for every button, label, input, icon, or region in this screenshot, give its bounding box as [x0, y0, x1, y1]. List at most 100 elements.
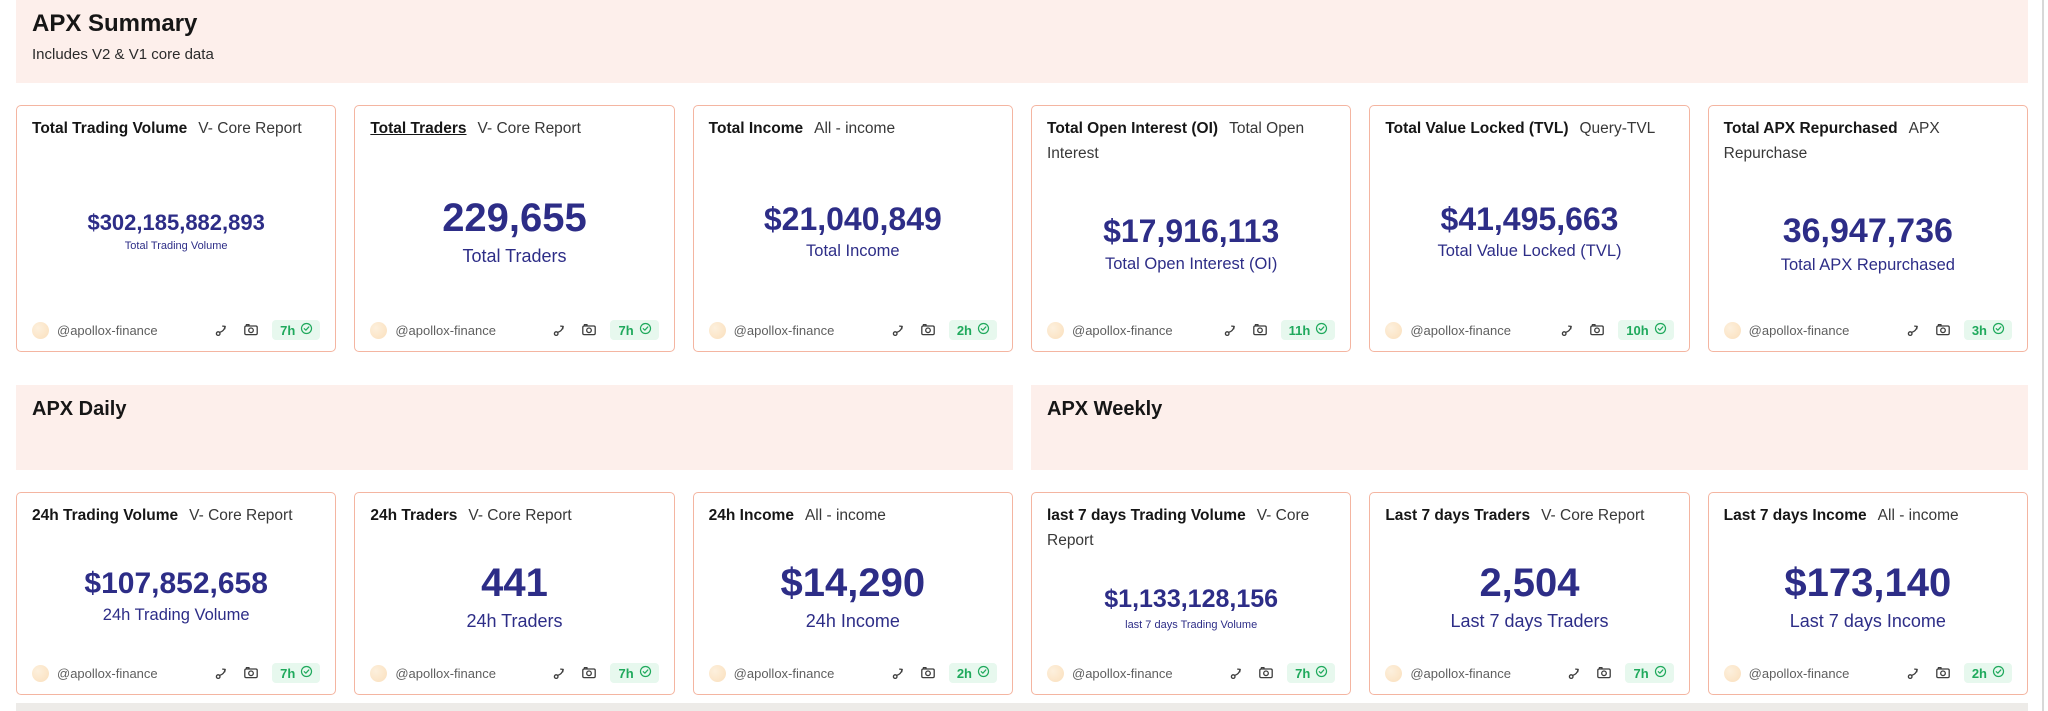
card-footer: @apollox-finance 7h — [370, 320, 659, 340]
card-title-link[interactable]: 24h Trading Volume — [32, 507, 179, 524]
camera-icon[interactable] — [581, 665, 597, 681]
avatar[interactable] — [370, 321, 388, 339]
fork-icon[interactable] — [1560, 322, 1576, 338]
card-subtitle-link[interactable]: All - income — [1877, 507, 1959, 524]
author-link[interactable]: @apollox-finance — [1410, 322, 1511, 338]
card-header: Last 7 days Traders V- Core Report — [1385, 504, 1673, 529]
refresh-age: 3h — [1971, 322, 1987, 338]
card-title-link[interactable]: Total APX Repurchased — [1723, 120, 1898, 137]
card-title-link[interactable]: Total Value Locked (TVL) — [1385, 120, 1569, 137]
card-title-link[interactable]: Last 7 days Traders — [1385, 507, 1531, 524]
avatar[interactable] — [708, 321, 726, 339]
page-subtitle: Includes V2 & V1 core data — [32, 46, 214, 63]
next-section-edge — [16, 703, 2028, 711]
author-link[interactable]: @apollox-finance — [733, 665, 835, 681]
fork-icon[interactable] — [552, 665, 568, 681]
metric-card: 24h Trading Volume V- Core Report $107,85… — [16, 492, 337, 695]
author-link[interactable]: @apollox-finance — [57, 665, 158, 681]
card-subtitle-link[interactable]: V- Core Report — [1541, 507, 1645, 524]
camera-icon[interactable] — [920, 322, 936, 338]
fork-icon[interactable] — [891, 665, 907, 681]
refresh-age-badge[interactable]: 7h — [610, 663, 659, 683]
avatar[interactable] — [32, 321, 49, 339]
counter-widget: 2,504 Last 7 days Traders — [1385, 529, 1673, 663]
verified-check-icon — [1992, 322, 2005, 338]
refresh-age-badge[interactable]: 2h — [948, 320, 997, 340]
fork-icon[interactable] — [1906, 322, 1922, 338]
camera-icon[interactable] — [243, 322, 259, 338]
author-link[interactable]: @apollox-finance — [395, 665, 496, 681]
card-subtitle-link[interactable]: V- Core Report — [477, 120, 581, 137]
avatar[interactable] — [1047, 321, 1064, 339]
fork-icon[interactable] — [1567, 665, 1583, 681]
author-link[interactable]: @apollox-finance — [395, 322, 496, 338]
avatar[interactable] — [708, 664, 726, 682]
card-subtitle-link[interactable]: Query-TVL — [1579, 120, 1656, 137]
refresh-age-badge[interactable]: 2h — [1963, 663, 2012, 683]
refresh-age-badge[interactable]: 3h — [1963, 320, 2012, 340]
refresh-age-badge[interactable]: 11h — [1280, 320, 1336, 340]
page-scrollbar[interactable] — [2042, 0, 2044, 711]
card-subtitle-link[interactable]: V- Core Report — [189, 507, 293, 524]
section-headers-row: APX Daily APX Weekly — [16, 385, 2028, 470]
avatar[interactable] — [1047, 664, 1064, 682]
counter-label: 24h Income — [805, 610, 900, 631]
card-subtitle-link[interactable]: All - income — [814, 120, 896, 137]
refresh-age: 7h — [1633, 665, 1649, 681]
avatar[interactable] — [1385, 664, 1403, 682]
fork-icon[interactable] — [1906, 665, 1922, 681]
card-footer: @apollox-finance 7h — [1047, 663, 1336, 683]
author-link[interactable]: @apollox-finance — [1072, 665, 1173, 681]
camera-icon[interactable] — [1252, 322, 1268, 338]
refresh-age-badge[interactable]: 7h — [272, 663, 321, 683]
avatar[interactable] — [1723, 664, 1741, 682]
metric-card: 24h Traders V- Core Report 441 24h Trader… — [354, 492, 675, 695]
fork-icon[interactable] — [1229, 665, 1245, 681]
author-link[interactable]: @apollox-finance — [1072, 322, 1173, 338]
fork-icon[interactable] — [214, 665, 230, 681]
card-title-link[interactable]: Last 7 days Income — [1723, 507, 1867, 524]
author-link[interactable]: @apollox-finance — [57, 322, 158, 338]
camera-icon[interactable] — [920, 665, 936, 681]
camera-icon[interactable] — [243, 665, 259, 681]
author-link[interactable]: @apollox-finance — [1748, 665, 1850, 681]
author-link[interactable]: @apollox-finance — [1748, 322, 1850, 338]
refresh-age-badge[interactable]: 7h — [272, 320, 321, 340]
card-subtitle-link[interactable]: V- Core Report — [1047, 507, 1310, 549]
camera-icon[interactable] — [1935, 322, 1951, 338]
camera-icon[interactable] — [1589, 322, 1605, 338]
card-title-link[interactable]: Total Income — [708, 120, 804, 137]
avatar[interactable] — [32, 664, 49, 682]
card-subtitle-link[interactable]: APX Repurchase — [1723, 120, 1940, 162]
fork-icon[interactable] — [214, 322, 230, 338]
card-title-link[interactable]: Total Trading Volume — [32, 120, 188, 137]
counter-label: Last 7 days Traders — [1450, 610, 1609, 631]
fork-icon[interactable] — [1223, 322, 1239, 338]
metric-card: 24h Income All - income $14,290 24h Incom… — [692, 492, 1013, 695]
card-subtitle-link[interactable]: V- Core Report — [198, 120, 302, 137]
refresh-age-badge[interactable]: 2h — [948, 663, 997, 683]
card-title-link[interactable]: Total Open Interest (OI) — [1047, 120, 1219, 137]
refresh-age-badge[interactable]: 7h — [1287, 663, 1336, 683]
author-link[interactable]: @apollox-finance — [733, 322, 835, 338]
fork-icon[interactable] — [891, 322, 907, 338]
card-subtitle-link[interactable]: All - income — [804, 507, 886, 524]
refresh-age-badge[interactable]: 7h — [1625, 663, 1674, 683]
avatar[interactable] — [370, 664, 388, 682]
card-subtitle-link[interactable]: V- Core Report — [468, 507, 572, 524]
card-title-link[interactable]: 24h Income — [708, 507, 794, 524]
fork-icon[interactable] — [552, 322, 568, 338]
avatar[interactable] — [1723, 321, 1741, 339]
card-subtitle-link[interactable]: Total Open Interest — [1047, 120, 1305, 162]
refresh-age-badge[interactable]: 10h — [1618, 320, 1674, 340]
card-title-link[interactable]: last 7 days Trading Volume — [1047, 507, 1246, 524]
camera-icon[interactable] — [1258, 665, 1274, 681]
card-title-link[interactable]: Total Traders — [370, 120, 467, 137]
camera-icon[interactable] — [1935, 665, 1951, 681]
author-link[interactable]: @apollox-finance — [1410, 665, 1511, 681]
camera-icon[interactable] — [581, 322, 597, 338]
card-title-link[interactable]: 24h Traders — [370, 507, 458, 524]
refresh-age-badge[interactable]: 7h — [610, 320, 659, 340]
avatar[interactable] — [1385, 321, 1403, 339]
camera-icon[interactable] — [1596, 665, 1612, 681]
